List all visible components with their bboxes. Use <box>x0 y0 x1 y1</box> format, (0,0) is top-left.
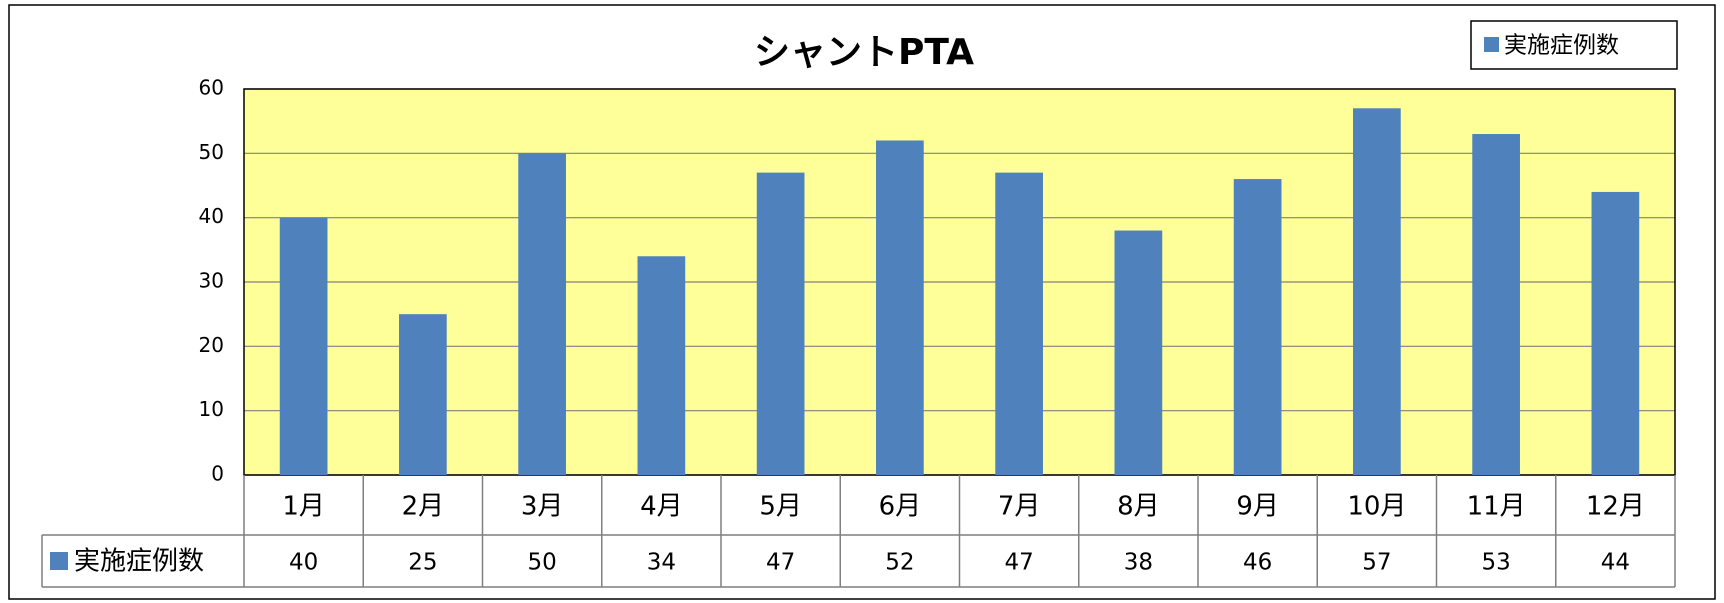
data-label: 25 <box>408 550 437 576</box>
bar <box>756 172 805 475</box>
bar <box>279 217 328 475</box>
chart-title: シャントPTA <box>754 32 974 73</box>
table-row-label: 実施症例数 <box>74 547 204 577</box>
data-label: 52 <box>885 550 914 576</box>
bar <box>1353 108 1401 476</box>
data-label: 34 <box>647 550 676 576</box>
table-legend-key <box>50 552 68 570</box>
data-label: 47 <box>1004 550 1033 576</box>
x-tick-label: 1月 <box>282 492 325 522</box>
data-label: 38 <box>1124 550 1153 576</box>
x-tick-label: 12月 <box>1586 492 1645 522</box>
y-tick-label: 60 <box>199 76 224 100</box>
data-label: 50 <box>527 550 556 576</box>
x-tick-label: 3月 <box>521 492 564 522</box>
legend-key <box>1484 37 1499 52</box>
y-tick-label: 40 <box>199 204 224 228</box>
x-tick-label: 6月 <box>879 492 922 522</box>
bar <box>1591 191 1640 475</box>
bar <box>399 314 447 475</box>
bar <box>1233 179 1282 476</box>
y-tick-label: 30 <box>199 269 224 293</box>
x-tick-label: 5月 <box>759 492 802 522</box>
data-label: 46 <box>1243 550 1272 576</box>
data-label: 40 <box>289 550 318 576</box>
data-label: 57 <box>1362 550 1391 576</box>
x-tick-label: 2月 <box>402 492 445 522</box>
y-tick-label: 10 <box>199 397 224 421</box>
data-label: 53 <box>1481 550 1510 576</box>
x-tick-label: 7月 <box>998 492 1041 522</box>
x-tick-label: 10月 <box>1347 492 1406 522</box>
y-tick-label: 0 <box>211 462 224 486</box>
bar <box>1472 134 1520 476</box>
bar <box>518 153 566 476</box>
y-tick-label: 20 <box>199 333 224 357</box>
legend-label: 実施症例数 <box>1504 33 1619 59</box>
bar <box>1114 230 1163 475</box>
bar <box>995 172 1043 475</box>
bar <box>876 140 924 475</box>
x-tick-label: 11月 <box>1467 492 1526 522</box>
bar <box>637 256 686 475</box>
x-tick-label: 8月 <box>1117 492 1160 522</box>
y-tick-label: 50 <box>199 140 224 164</box>
legend-box <box>1470 20 1678 70</box>
data-label: 44 <box>1601 550 1630 576</box>
x-tick-label: 9月 <box>1236 492 1279 522</box>
x-tick-label: 4月 <box>640 492 683 522</box>
data-label: 47 <box>766 550 795 576</box>
